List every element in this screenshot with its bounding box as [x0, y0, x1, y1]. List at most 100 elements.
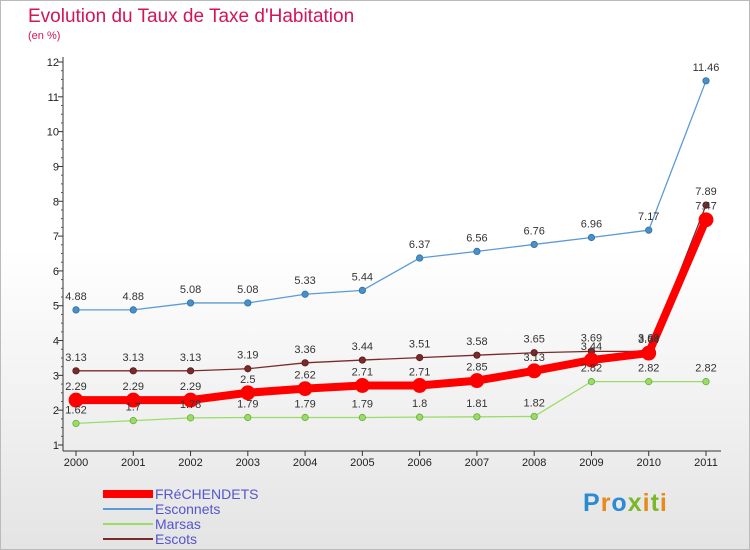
- x-tick-label: 2007: [465, 457, 489, 469]
- x-tick-label: 2006: [407, 457, 431, 469]
- data-point: [526, 363, 542, 379]
- data-point: [358, 356, 366, 364]
- logo-letter: o: [611, 489, 628, 517]
- data-point: [702, 378, 710, 386]
- legend-swatch: [103, 508, 153, 510]
- data-point: [68, 392, 84, 408]
- data-label: 2.29: [123, 381, 144, 393]
- data-label: 3.69: [581, 332, 602, 344]
- data-label: 2.85: [466, 362, 487, 374]
- data-label: 1.62: [65, 404, 86, 416]
- data-point: [186, 414, 195, 422]
- logo-letter: i: [659, 489, 668, 517]
- y-tick-label: 6: [53, 266, 59, 278]
- data-point: [129, 417, 137, 425]
- data-point: [72, 419, 80, 428]
- data-label: 4.88: [123, 291, 144, 303]
- data-label: 2.82: [581, 363, 602, 375]
- legend-label: Esconnets: [155, 501, 221, 517]
- data-point: [72, 367, 80, 375]
- legend-swatch: [103, 538, 153, 540]
- data-point: [129, 367, 137, 375]
- data-label: 11.46: [693, 62, 720, 74]
- data-label: 1.79: [294, 398, 315, 410]
- data-point: [129, 306, 137, 314]
- data-label: 2.71: [352, 366, 373, 378]
- data-point: [354, 378, 370, 393]
- series-line-0: [76, 218, 710, 405]
- data-point: [473, 247, 481, 256]
- data-label: 3.13: [180, 352, 201, 364]
- series-line-3: [76, 204, 707, 372]
- data-label: 2.62: [294, 370, 315, 382]
- data-label: 6.76: [523, 225, 544, 237]
- y-tick-label: 3: [53, 370, 59, 382]
- y-tick-label: 1: [53, 440, 59, 452]
- data-point: [244, 413, 252, 422]
- series-lines: [75, 80, 710, 425]
- data-point: [72, 306, 80, 314]
- data-label: 5.08: [180, 284, 201, 296]
- data-label: 3.64: [638, 334, 659, 346]
- y-tick-label: 11: [48, 92, 59, 104]
- y-tick-label: 4: [53, 336, 59, 348]
- data-point: [530, 349, 538, 357]
- data-point: [645, 378, 653, 386]
- chart-title: Evolution du Taux de Taxe d'Habitation: [28, 6, 355, 27]
- data-label: 1.78: [180, 399, 201, 411]
- x-tick-label: 2002: [178, 457, 202, 469]
- data-point: [301, 413, 309, 422]
- data-point: [358, 286, 366, 295]
- data-label: 2.71: [409, 366, 430, 378]
- data-label: 1.8: [412, 398, 427, 410]
- data-point: [412, 378, 428, 393]
- data-label: 1.81: [466, 398, 487, 410]
- data-label: 3.13: [523, 352, 544, 364]
- x-tick-label: 2000: [64, 457, 88, 469]
- data-point: [473, 413, 481, 421]
- data-label: 1.82: [523, 397, 544, 409]
- data-label: 4.88: [65, 291, 86, 303]
- data-label: 1.7: [126, 402, 141, 414]
- x-tick-label: 2004: [293, 457, 317, 469]
- data-label: 5.08: [237, 284, 258, 296]
- data-label: 2.5: [240, 374, 255, 386]
- data-label: 3.51: [409, 339, 430, 351]
- data-label: 7.47: [695, 201, 716, 213]
- logo-letter: t: [650, 489, 660, 517]
- data-label: 1.79: [352, 398, 373, 410]
- data-point: [584, 352, 599, 368]
- data-label: 7.89: [695, 186, 716, 198]
- data-label: 2.29: [180, 381, 201, 393]
- data-point: [645, 226, 653, 234]
- x-tick-label: 2003: [236, 457, 260, 469]
- legend-label: Escots: [155, 531, 198, 547]
- data-label: 1.79: [237, 398, 258, 410]
- legend-swatch: [103, 490, 153, 498]
- data-label: 2.82: [638, 363, 659, 375]
- data-label: 3.69: [638, 332, 659, 344]
- y-tick-label: 12: [47, 57, 59, 69]
- data-point: [698, 212, 714, 228]
- data-point: [641, 345, 657, 361]
- logo-letter: P: [583, 489, 601, 517]
- y-tick-label: 8: [53, 196, 59, 208]
- data-label: 3.65: [523, 334, 544, 346]
- data-label: 3.44: [581, 341, 602, 353]
- data-label: 3.13: [123, 352, 144, 364]
- legend-label: Marsas: [155, 516, 201, 532]
- data-label: 5.33: [294, 275, 315, 287]
- data-label: 6.96: [581, 218, 602, 230]
- data-point: [530, 240, 538, 249]
- data-point: [125, 392, 141, 408]
- series-line-2: [75, 380, 706, 425]
- data-point: [473, 351, 481, 359]
- logo-letter: x: [627, 489, 643, 517]
- data-point: [416, 254, 424, 262]
- x-tick-label: 2009: [579, 457, 603, 469]
- data-label: 7.17: [638, 211, 659, 223]
- data-point: [240, 385, 256, 401]
- data-point: [587, 233, 596, 242]
